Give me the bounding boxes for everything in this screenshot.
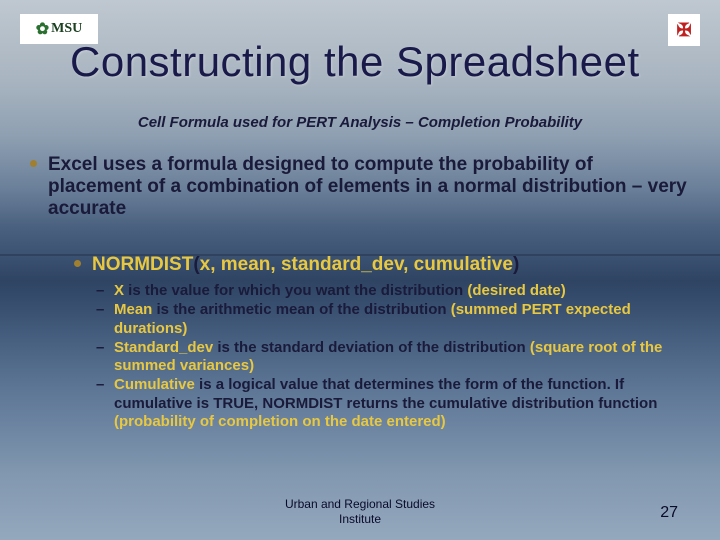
- definition-list: – X is the value for which you want the …: [114, 282, 696, 432]
- def-term: Standard_dev: [114, 339, 213, 356]
- def-yellow: (probability of completion on the date e…: [114, 413, 446, 430]
- def-item-x: – X is the value for which you want the …: [114, 282, 696, 300]
- formula-args: x, mean, standard_dev, cumulative: [200, 254, 513, 275]
- def-desc: is the arithmetic mean of the distributi…: [152, 301, 450, 318]
- dash-icon: –: [96, 282, 104, 300]
- leaf-icon: ✿: [36, 19, 49, 39]
- dash-icon: –: [96, 376, 104, 394]
- msu-text: MSU: [51, 21, 82, 37]
- bullet-dot-icon: [74, 260, 81, 267]
- def-item-cumulative: – Cumulative is a logical value that det…: [114, 376, 696, 431]
- slide-subtitle: Cell Formula used for PERT Analysis – Co…: [0, 114, 720, 131]
- dash-icon: –: [96, 301, 104, 319]
- footer-institute: Urban and Regional Studies Institute: [0, 497, 720, 526]
- def-item-mean: – Mean is the arithmetic mean of the dis…: [114, 301, 696, 338]
- bullet-dot-icon: [30, 160, 37, 167]
- def-desc: is the value for which you want the dist…: [124, 282, 467, 299]
- page-number: 27: [660, 504, 678, 522]
- def-term: Cumulative: [114, 376, 195, 393]
- cross-symbol: ✠: [676, 20, 691, 41]
- def-term: Mean: [114, 301, 152, 318]
- def-desc: is a logical value that determines the f…: [114, 376, 657, 411]
- bullet-level2-formula: NORMDIST(x, mean, standard_dev, cumulati…: [92, 254, 690, 276]
- bullet1-text: Excel uses a formula designed to compute…: [48, 154, 687, 219]
- formula-function-name: NORMDIST: [92, 254, 193, 275]
- def-yellow: (desired date): [467, 282, 565, 299]
- footer-line1: Urban and Regional Studies: [285, 497, 435, 511]
- footer-line2: Institute: [339, 512, 381, 526]
- def-term: X: [114, 282, 124, 299]
- institute-logo-icon: ✠: [668, 14, 700, 46]
- def-desc: is the standard deviation of the distrib…: [213, 339, 530, 356]
- dash-icon: –: [96, 339, 104, 357]
- bullet-level1: Excel uses a formula designed to compute…: [48, 154, 690, 220]
- formula-close-paren: ): [513, 254, 519, 275]
- def-item-stddev: – Standard_dev is the standard deviation…: [114, 339, 696, 376]
- slide-title: Constructing the Spreadsheet: [70, 38, 640, 86]
